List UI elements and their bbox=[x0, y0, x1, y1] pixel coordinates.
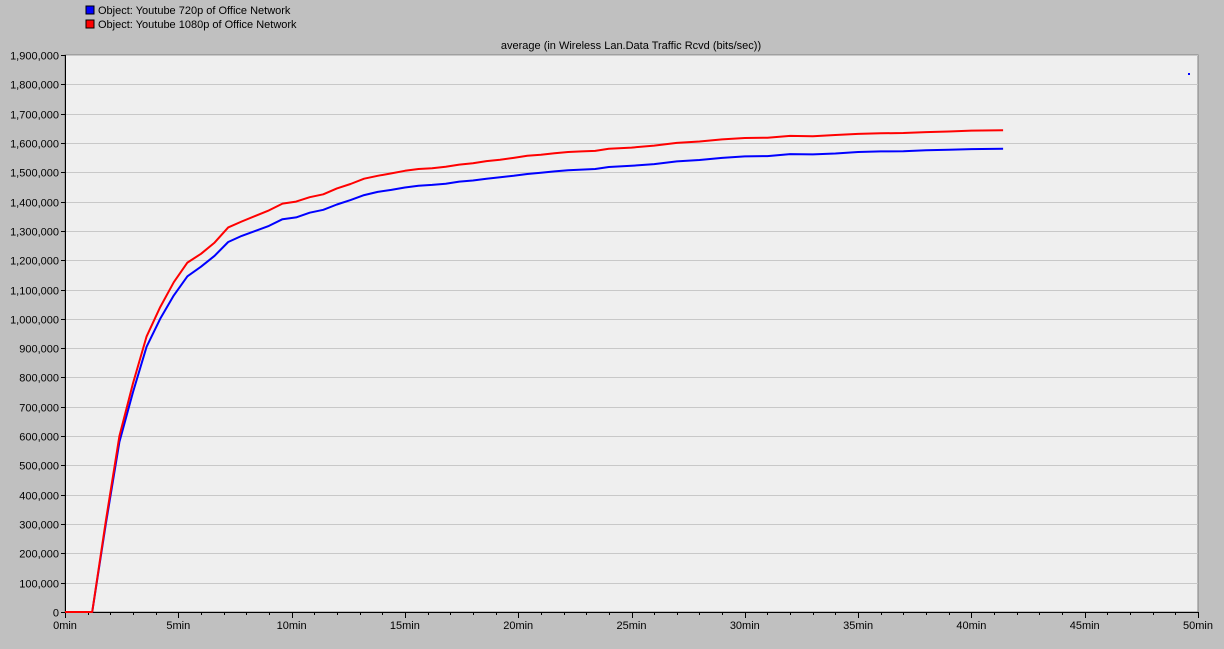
x-tick-label: 35min bbox=[843, 620, 873, 632]
x-tick-label: 25min bbox=[617, 620, 647, 632]
series-line-1080p bbox=[65, 129, 1004, 613]
x-tick-label: 0min bbox=[53, 620, 77, 632]
legend: Object: Youtube 720p of Office Network O… bbox=[85, 5, 297, 31]
x-tick-label: 50min bbox=[1183, 620, 1213, 632]
y-tick-label: 900,000 bbox=[19, 344, 59, 356]
y-tick-label: 1,900,000 bbox=[10, 51, 59, 63]
series-line-720p bbox=[65, 147, 1004, 613]
y-tick-label: 500,000 bbox=[19, 461, 59, 473]
legend-label-720p: Object: Youtube 720p of Office Network bbox=[98, 5, 291, 17]
y-tick-label: 1,200,000 bbox=[10, 256, 59, 268]
x-tick-label: 10min bbox=[277, 620, 307, 632]
chart-title: average (in Wireless Lan.Data Traffic Rc… bbox=[501, 40, 761, 52]
plot-area bbox=[64, 54, 1199, 613]
y-tick-label: 1,800,000 bbox=[10, 80, 59, 92]
legend-item-1080p: Object: Youtube 1080p of Office Network bbox=[85, 19, 297, 31]
y-tick-label: 200,000 bbox=[19, 549, 59, 561]
x-tick-label: 30min bbox=[730, 620, 760, 632]
y-tick-label: 1,400,000 bbox=[10, 198, 59, 210]
legend-item-720p: Object: Youtube 720p of Office Network bbox=[85, 5, 291, 17]
series-layer bbox=[65, 129, 1004, 613]
y-tick-label: 1,700,000 bbox=[10, 110, 59, 122]
y-tick-label: 0 bbox=[53, 608, 59, 620]
y-tick-label: 300,000 bbox=[19, 520, 59, 532]
legend-label-1080p: Object: Youtube 1080p of Office Network bbox=[98, 19, 297, 31]
axes: 0 100,000 200,000 300,000 400,000 500,000 600,… bbox=[10, 51, 1213, 633]
y-tick-label: 400,000 bbox=[19, 491, 59, 503]
y-tick-label: 100,000 bbox=[19, 579, 59, 591]
x-tick-label: 40min bbox=[956, 620, 986, 632]
x-tick-label: 45min bbox=[1070, 620, 1100, 632]
y-tick-label: 600,000 bbox=[19, 432, 59, 444]
y-tick-label: 700,000 bbox=[19, 403, 59, 415]
grid bbox=[65, 55, 1198, 584]
x-tick-label: 20min bbox=[503, 620, 533, 632]
legend-swatch-1080p bbox=[85, 19, 95, 29]
x-tick-label: 5min bbox=[166, 620, 190, 632]
y-tick-label: 1,300,000 bbox=[10, 227, 59, 239]
y-tick-label: 1,600,000 bbox=[10, 139, 59, 151]
marker-dot bbox=[1188, 73, 1190, 75]
y-tick-label: 1,500,000 bbox=[10, 168, 59, 180]
y-tick-label: 1,100,000 bbox=[10, 286, 59, 298]
legend-swatch-720p bbox=[85, 5, 95, 15]
y-tick-label: 800,000 bbox=[19, 373, 59, 385]
y-tick-label: 1,000,000 bbox=[10, 315, 59, 327]
x-tick-label: 15min bbox=[390, 620, 420, 632]
